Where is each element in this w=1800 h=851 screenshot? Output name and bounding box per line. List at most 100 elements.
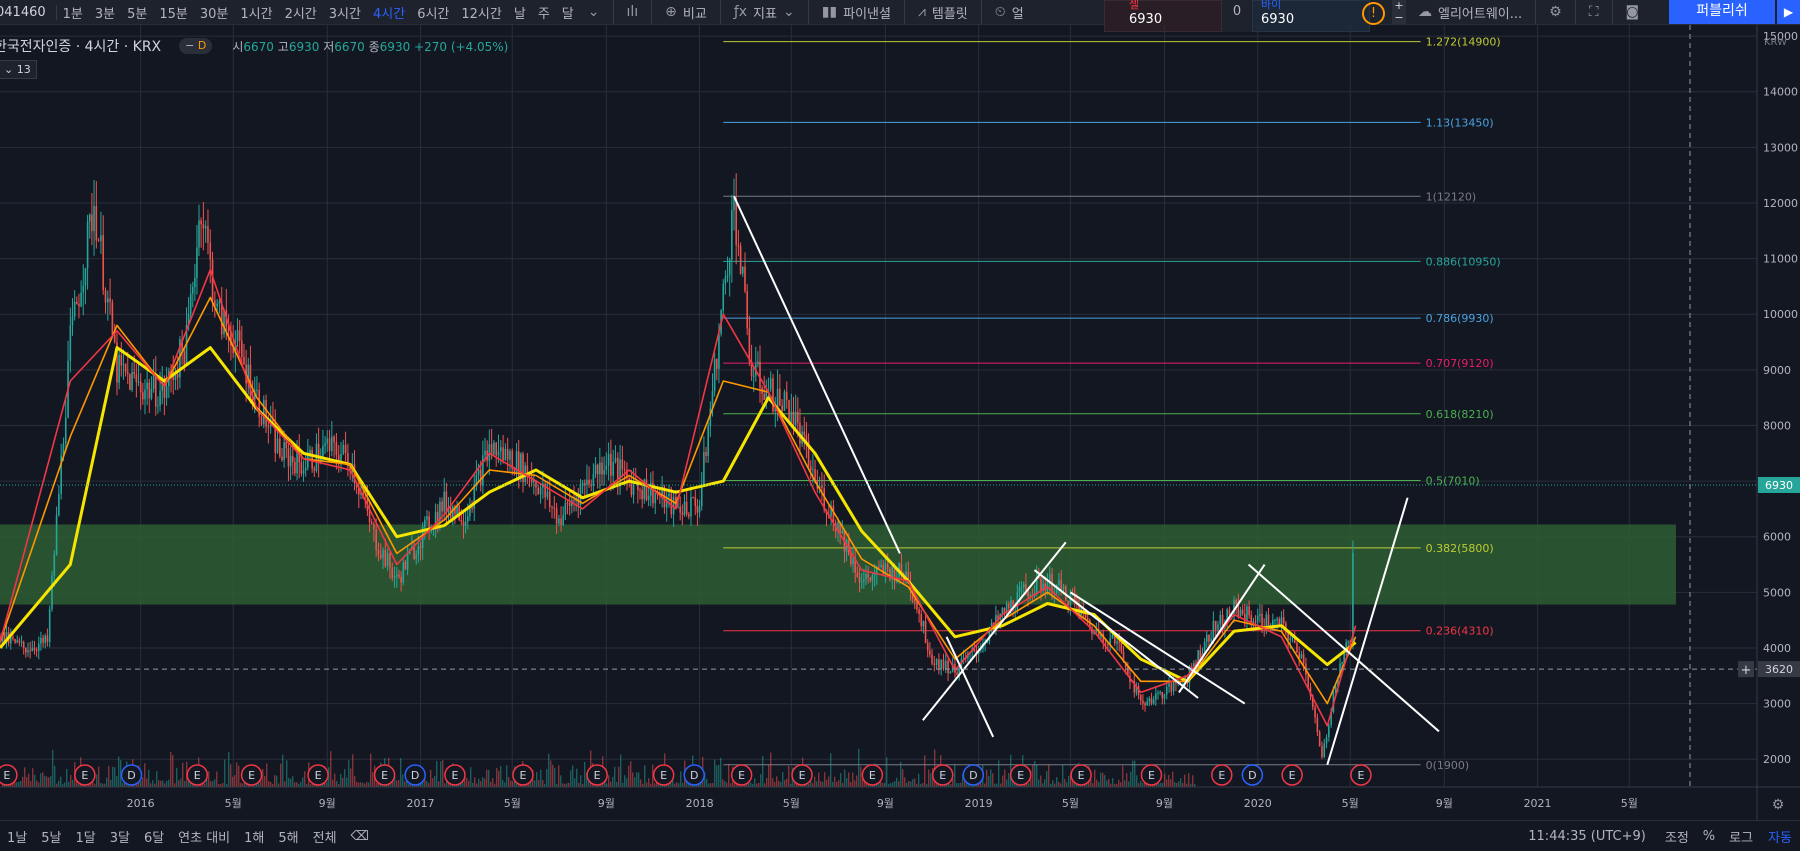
date-range-button[interactable]: ⌫ [344, 829, 376, 844]
candle-body [35, 649, 38, 651]
range-1[interactable]: 5날 [41, 830, 62, 846]
interval-2[interactable]: 5분 [127, 6, 148, 22]
candle-body [331, 436, 333, 452]
candle-body [460, 519, 463, 522]
templates-button[interactable]: ⩘ 템플릿 [910, 3, 976, 22]
candle-body [748, 328, 751, 362]
volume-bar [774, 782, 776, 787]
plus-button[interactable]: + [1392, 0, 1406, 12]
layout-button[interactable]: ☁ 엘리어트웨이... [1410, 3, 1530, 22]
candle-body [51, 575, 53, 610]
candle-body [852, 558, 854, 564]
volume-bar [956, 782, 958, 787]
range-0[interactable]: 1날 [7, 830, 28, 846]
candle-body [490, 444, 493, 455]
interval-13[interactable]: 달 [561, 6, 574, 22]
volume-bar [140, 781, 142, 787]
trendline [1178, 563, 1266, 694]
legend-toggle[interactable]: − D [179, 38, 213, 54]
price-chart[interactable]: 1.272(14900) 1.13(13450) 1(12120) 0.886(109… [0, 25, 1800, 820]
candle-body [1300, 654, 1303, 659]
indicators-button[interactable]: ƒx 지표 ⌄ [726, 3, 803, 22]
volume-bar [68, 781, 70, 787]
interval-8[interactable]: 4시간 [372, 6, 406, 22]
volume-bar [1170, 779, 1172, 787]
candle-body [1122, 651, 1125, 662]
candle-body [1244, 614, 1246, 622]
candle-body [1165, 686, 1168, 695]
volume-bar [906, 782, 908, 787]
event-marker-label: D [411, 769, 419, 782]
candle-body [1311, 695, 1314, 708]
volume-bar [718, 764, 720, 787]
candle-body [737, 244, 740, 247]
chart-type-button[interactable]: ılı [619, 4, 647, 20]
volume-bar [214, 779, 216, 787]
candle-body [396, 574, 398, 577]
candle-body [889, 569, 891, 580]
volume-bar [1004, 769, 1006, 787]
minus-button[interactable]: − [1392, 12, 1406, 24]
event-marker [186, 764, 209, 786]
interval-dropdown-button[interactable]: ⌄ [580, 4, 608, 20]
auto-button[interactable]: 자동 [1768, 830, 1792, 846]
alert-button[interactable]: ⏲ 얼 [987, 3, 1032, 22]
range-5[interactable]: 연초 대비 [178, 830, 231, 846]
candle-body [340, 453, 342, 463]
log-button[interactable]: 로그 [1729, 830, 1754, 846]
interval-6[interactable]: 2시간 [284, 6, 317, 22]
interval-4[interactable]: 30분 [199, 6, 229, 22]
interval-5[interactable]: 1시간 [240, 6, 273, 22]
volume-bar [578, 782, 580, 787]
interval-10[interactable]: 12시간 [461, 6, 502, 22]
event-marker [1140, 764, 1163, 786]
volume-bar [1100, 772, 1102, 787]
range-3[interactable]: 3달 [109, 830, 130, 846]
candle-body [1199, 650, 1202, 659]
volume-bar [304, 771, 306, 787]
settings-button[interactable]: ⚙ [1541, 4, 1570, 20]
candle-body [1044, 583, 1047, 591]
quantity-field[interactable]: 0 [1222, 0, 1252, 32]
volume-bar [1038, 779, 1040, 787]
range-2[interactable]: 1달 [75, 830, 96, 846]
percent-button[interactable]: % [1702, 828, 1716, 844]
interval-7[interactable]: 3시간 [328, 6, 361, 22]
symbol-search-button[interactable]: 041460 [0, 4, 57, 20]
interval-11[interactable]: 날 [513, 6, 526, 22]
range-8[interactable]: 전체 [312, 830, 337, 846]
candle-body [986, 641, 989, 643]
warning-icon[interactable]: ! [1362, 2, 1385, 25]
fullscreen-button[interactable]: ⛶ [1581, 4, 1607, 20]
play-button[interactable]: ▶ [1777, 0, 1800, 24]
range-4[interactable]: 6달 [143, 830, 165, 846]
candle-body [289, 455, 292, 467]
candle-body [187, 314, 190, 326]
adjust-button[interactable]: 조정 [1664, 830, 1689, 846]
interval-3[interactable]: 15분 [159, 6, 188, 22]
volume-bar [616, 782, 618, 787]
snapshot-button[interactable]: ◙ [1618, 4, 1648, 20]
volume-bar [48, 777, 50, 787]
candle-body [294, 462, 296, 474]
indicators-collapse-button[interactable]: ⌄ 13 [0, 60, 37, 79]
interval-12[interactable]: 주 [537, 6, 550, 22]
interval-1[interactable]: 3분 [94, 6, 116, 22]
sell-button[interactable]: 셀 6930 [1104, 0, 1222, 32]
interval-9[interactable]: 6시간 [417, 6, 450, 22]
volume-bar [814, 776, 816, 787]
candle-body [249, 364, 252, 399]
volume-bar [604, 781, 606, 787]
range-7[interactable]: 5해 [278, 830, 299, 846]
volume-bar [340, 774, 342, 787]
publish-button[interactable]: 퍼블리쉬 [1669, 0, 1775, 24]
volume-bar [710, 783, 712, 787]
compare-button[interactable]: ⊕ 비교 [657, 3, 715, 22]
volume-bar [922, 783, 924, 787]
range-6[interactable]: 1해 [244, 830, 265, 846]
volume-bar [176, 767, 178, 787]
interval-0[interactable]: 1분 [62, 6, 83, 22]
financials-button[interactable]: ▮▮ 파이낸셜 [814, 3, 899, 22]
candle-body [884, 563, 887, 574]
volume-bar [258, 779, 260, 787]
